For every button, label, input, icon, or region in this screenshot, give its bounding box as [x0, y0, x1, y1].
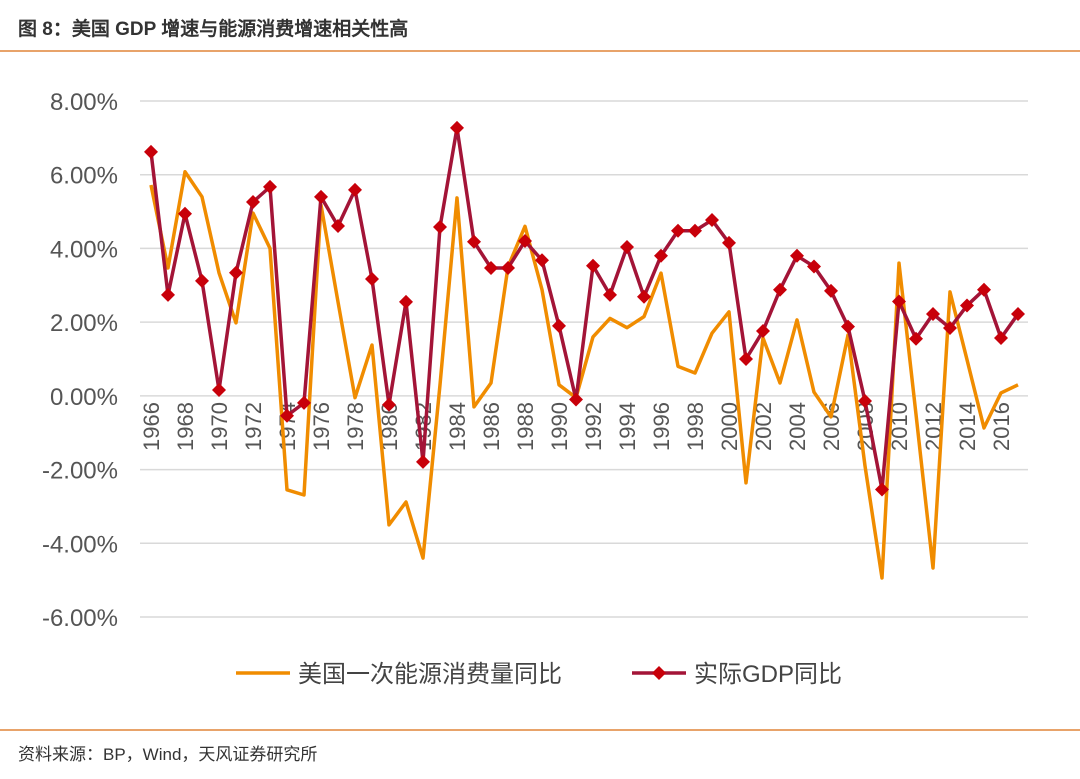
gdp-data-point — [688, 223, 702, 238]
y-tick-label: 4.00% — [50, 236, 118, 263]
x-tick-label: 1976 — [309, 402, 334, 451]
x-tick-label: 1988 — [513, 402, 538, 451]
header-divider — [0, 50, 1080, 52]
gdp-data-point — [399, 294, 413, 309]
y-tick-label: 6.00% — [50, 163, 118, 190]
gdp-data-point — [994, 330, 1008, 345]
gdp-data-point — [450, 120, 464, 135]
gdp-data-point — [297, 395, 311, 410]
gdp-data-point — [756, 323, 770, 338]
gdp-data-point — [637, 289, 651, 304]
gdp-data-point — [348, 182, 362, 197]
y-tick-label: -6.00% — [42, 605, 118, 632]
gdp-data-point — [467, 234, 481, 249]
x-tick-label: 1970 — [207, 402, 232, 451]
gdp-data-point — [314, 189, 328, 204]
y-tick-label: -2.00% — [42, 458, 118, 485]
y-tick-label: 2.00% — [50, 310, 118, 337]
x-tick-label: 2014 — [955, 402, 980, 451]
gdp-data-point — [195, 273, 209, 288]
gdp-data-point — [671, 223, 685, 238]
gdp-data-point — [433, 220, 447, 235]
gdp-data-point — [178, 206, 192, 221]
gdp-data-point — [841, 319, 855, 334]
x-tick-label: 1968 — [173, 402, 198, 451]
x-tick-label: 1984 — [445, 402, 470, 451]
gdp-data-point — [739, 352, 753, 366]
footer-divider — [0, 729, 1080, 731]
y-tick-label: 0.00% — [50, 384, 118, 411]
gdp-data-point — [535, 253, 549, 268]
gdp-data-point — [161, 287, 175, 302]
gdp-data-point — [977, 282, 991, 297]
gdp-data-point — [824, 283, 838, 298]
y-tick-label: -4.00% — [42, 531, 118, 558]
gdp-data-point — [518, 234, 532, 249]
gdp-data-point — [501, 260, 515, 275]
gdp-data-point — [365, 272, 379, 287]
legend-label-energy: 美国一次能源消费量同比 — [298, 661, 562, 688]
x-tick-label: 1990 — [547, 402, 572, 451]
gdp-data-point — [790, 248, 804, 263]
gdp-data-point — [416, 454, 430, 469]
gdp-data-point — [484, 260, 498, 275]
gdp-data-point — [858, 394, 872, 409]
gdp-data-point — [620, 239, 634, 254]
chart-title: 图 8：美国 GDP 增速与能源消费增速相关性高 — [18, 19, 409, 40]
legend-marker-gdp — [652, 666, 666, 680]
series-line-energy — [149, 170, 1019, 580]
gdp-data-point — [586, 258, 600, 273]
gdp-data-point — [875, 482, 889, 497]
gdp-data-point — [552, 318, 566, 333]
gdp-data-point — [1011, 307, 1025, 322]
gdp-data-point — [144, 144, 158, 159]
x-tick-label: 1966 — [139, 402, 164, 451]
x-tick-label: 1994 — [615, 402, 640, 451]
gdp-data-point — [807, 259, 821, 274]
gdp-data-point — [909, 331, 923, 346]
x-tick-label: 1992 — [581, 402, 606, 451]
source-note: 资料来源：BP，Wind，天风证券研究所 — [18, 745, 318, 764]
gdp-data-point — [263, 179, 277, 194]
gdp-data-point — [960, 298, 974, 313]
gdp-data-point — [280, 408, 294, 423]
gdp-data-point — [331, 218, 345, 233]
gdp-data-point — [569, 392, 583, 407]
y-tick-label: 8.00% — [50, 89, 118, 116]
gdp-data-point — [229, 265, 243, 280]
x-tick-label: 1972 — [241, 402, 266, 451]
x-tick-label: 1978 — [343, 402, 368, 451]
x-tick-label: 2004 — [785, 402, 810, 451]
gdp-data-point — [705, 213, 719, 228]
legend-label-gdp: 实际GDP同比 — [694, 661, 842, 688]
x-tick-label: 1986 — [479, 402, 504, 451]
gdp-data-point — [926, 307, 940, 322]
gdp-data-point — [382, 397, 396, 412]
x-tick-label: 1996 — [649, 402, 674, 451]
x-tick-label: 1998 — [683, 402, 708, 451]
gdp-data-point — [722, 235, 736, 250]
gdp-data-point — [943, 321, 957, 336]
gdp-data-point — [603, 287, 617, 302]
gdp-data-point — [892, 294, 906, 309]
gdp-data-point — [246, 194, 260, 209]
gdp-data-point — [773, 282, 787, 297]
gdp-data-point — [212, 382, 226, 397]
series-line-gdp — [149, 126, 1020, 492]
gdp-data-point — [654, 248, 668, 263]
